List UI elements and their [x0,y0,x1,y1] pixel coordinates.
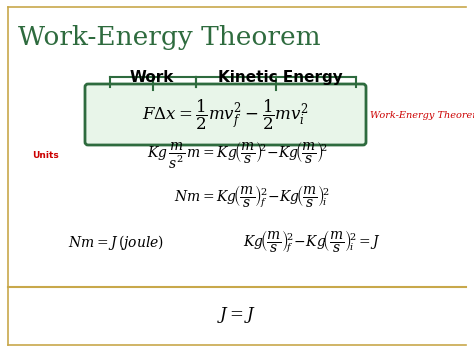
Text: $J = J$: $J = J$ [218,305,256,325]
Text: $Kg\!\left(\dfrac{m}{s}\right)_{\!f}^{\!2}\! -\! Kg\!\left(\dfrac{m}{s}\right)_{: $Kg\!\left(\dfrac{m}{s}\right)_{\!f}^{\!… [243,229,381,255]
Text: Work-Energy Theorem: Work-Energy Theorem [370,110,474,120]
Text: $F\Delta x = \dfrac{1}{2}mv_{f}^{2} - \dfrac{1}{2}mv_{i}^{2}$: $F\Delta x = \dfrac{1}{2}mv_{f}^{2} - \d… [142,98,309,132]
Text: $Nm = Kg\!\left(\dfrac{m}{s}\right)_{\!f}^{\!2}\! -\! Kg\!\left(\dfrac{m}{s}\rig: $Nm = Kg\!\left(\dfrac{m}{s}\right)_{\!f… [174,184,330,210]
Text: $Kg\,\dfrac{m}{s^{2}}\,m = Kg\!\left(\dfrac{m}{s}\right)^{\!\!2}\! -\! Kg\!\left: $Kg\,\dfrac{m}{s^{2}}\,m = Kg\!\left(\df… [147,140,327,171]
Text: Units: Units [32,151,59,159]
Text: Work: Work [130,70,174,85]
FancyBboxPatch shape [85,84,366,145]
Text: Work-Energy Theorem: Work-Energy Theorem [18,25,320,50]
Text: Kinetic Energy: Kinetic Energy [218,70,342,85]
Text: $Nm = J\,(joule)$: $Nm = J\,(joule)$ [68,233,164,251]
